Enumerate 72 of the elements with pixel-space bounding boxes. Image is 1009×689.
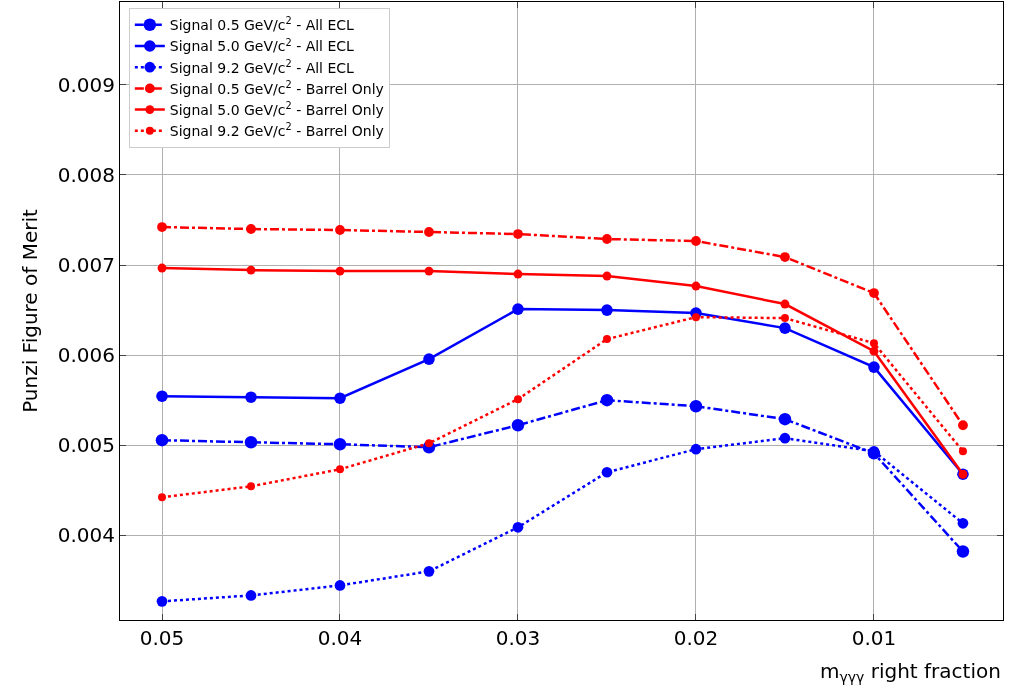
point — [869, 346, 879, 356]
x-tick-label: 0.02 — [673, 626, 719, 650]
point — [512, 303, 524, 315]
legend-label: Signal 5.0 GeV/c$^{2}$ - All ECL — [169, 36, 355, 55]
point — [689, 399, 703, 413]
point — [690, 443, 702, 455]
point — [158, 493, 167, 502]
legend-label: Signal 9.2 GeV/c$^{2}$ - All ECL — [169, 57, 355, 76]
point — [957, 517, 969, 529]
point — [157, 222, 167, 232]
point — [869, 288, 879, 298]
point — [334, 580, 346, 591]
point — [245, 391, 257, 403]
point — [335, 266, 345, 276]
x-tick-label: 0.04 — [317, 626, 363, 650]
point — [780, 252, 790, 262]
y-tick-label: 0.005 — [57, 433, 115, 458]
point — [691, 236, 701, 246]
point — [779, 432, 791, 444]
legend-label: Signal 9.2 GeV/c$^{2}$ - Barrel Only — [169, 121, 384, 140]
point — [601, 304, 613, 316]
y-axis-title: Punzi Figure of Merit — [18, 208, 43, 413]
x-axis-title: m$_{γγγ}$ right fraction — [820, 659, 1001, 686]
legend-label: Signal 5.0 GeV/c$^{2}$ - Barrel Only — [169, 100, 384, 119]
point — [334, 392, 346, 404]
point — [956, 545, 970, 558]
point — [424, 227, 434, 237]
point — [780, 299, 790, 309]
point — [958, 447, 967, 456]
point — [513, 269, 523, 279]
point — [424, 266, 434, 276]
point — [513, 229, 523, 239]
point — [423, 566, 435, 577]
y-tick-label: 0.007 — [57, 253, 115, 278]
point — [513, 395, 522, 404]
point — [155, 433, 169, 447]
point — [868, 361, 880, 373]
point — [245, 590, 257, 601]
point — [600, 393, 614, 407]
point — [958, 420, 968, 431]
point — [602, 335, 611, 344]
point — [602, 271, 612, 281]
point — [156, 596, 168, 607]
point — [869, 339, 878, 348]
point — [156, 390, 168, 403]
point — [602, 234, 612, 244]
point — [511, 418, 525, 432]
point — [423, 353, 435, 365]
point — [691, 313, 700, 322]
legend-label: Signal 0.5 GeV/c$^{2}$ - All ECL — [169, 15, 355, 34]
point — [778, 412, 792, 426]
point — [247, 482, 255, 491]
point — [691, 281, 701, 291]
x-tick-label: 0.01 — [851, 626, 897, 650]
point — [512, 521, 524, 533]
point — [246, 224, 256, 234]
y-tick-label: 0.009 — [57, 72, 115, 97]
point — [333, 437, 347, 451]
point — [246, 265, 256, 275]
point — [601, 466, 613, 478]
y-tick-label: 0.006 — [57, 343, 115, 368]
y-tick-label: 0.004 — [57, 523, 115, 548]
point — [779, 322, 791, 334]
legend-label: Signal 0.5 GeV/c$^{2}$ - Barrel Only — [169, 78, 384, 97]
point — [335, 225, 345, 235]
y-tick-label: 0.008 — [57, 162, 115, 187]
point — [244, 436, 258, 449]
x-tick-label: 0.05 — [139, 626, 185, 650]
x-tick-label: 0.03 — [495, 626, 541, 650]
point — [335, 465, 344, 474]
point — [157, 263, 167, 273]
point — [780, 314, 789, 323]
